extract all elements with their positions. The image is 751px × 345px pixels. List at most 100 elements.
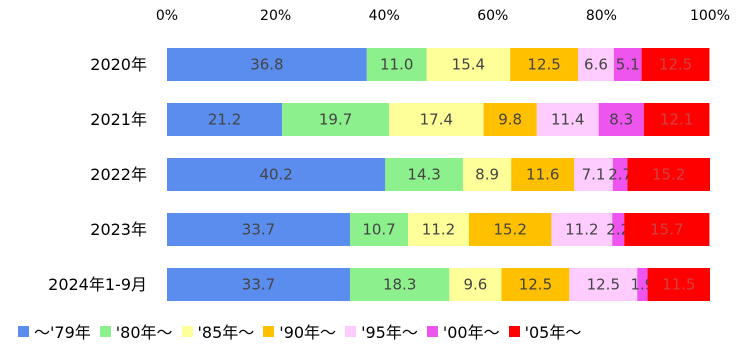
bar-segment xyxy=(349,268,450,301)
category-label: 2020年 xyxy=(90,55,147,74)
bar-segment xyxy=(349,213,409,246)
bar-segment xyxy=(612,158,628,191)
bars: 36.8 11.0 15.4 12.5 6.6 5.1 12.5 21.2 19.7 17.4 9.… xyxy=(167,48,710,301)
legend-label: '05年～ xyxy=(524,323,582,342)
legend-label: '90年～ xyxy=(279,323,337,342)
bar-segment xyxy=(282,103,390,136)
x-tick-label: 60% xyxy=(477,8,508,24)
x-tick-label: 100% xyxy=(690,8,730,24)
data-label: 11.2 xyxy=(565,221,598,239)
category-label: 2022年 xyxy=(90,165,147,184)
data-label: 11.4 xyxy=(551,111,584,129)
data-label: 12.5 xyxy=(527,56,560,74)
bar-segment xyxy=(366,48,427,81)
legend-swatch xyxy=(99,325,111,337)
bar-segment xyxy=(569,268,638,301)
data-label: 5.1 xyxy=(616,56,640,74)
data-label: 40.2 xyxy=(259,166,292,184)
bar-segment xyxy=(613,48,642,81)
legend-swatch xyxy=(508,325,520,337)
bar-segment xyxy=(536,103,599,136)
data-label: 33.7 xyxy=(242,276,275,294)
data-label: 2.7 xyxy=(608,166,632,184)
bar-segment xyxy=(385,158,463,191)
bar-row: 36.8 11.0 15.4 12.5 6.6 5.1 12.5 xyxy=(167,48,710,81)
bar-row: 40.2 14.3 8.9 11.6 7.1 2.7 15.2 xyxy=(167,158,710,191)
category-label: 2021年 xyxy=(90,110,147,129)
x-tick-label: 80% xyxy=(586,8,617,24)
data-label: 8.3 xyxy=(609,111,633,129)
data-label: 12.5 xyxy=(659,56,692,74)
legend-label: '95年～ xyxy=(361,323,418,342)
data-label: 6.6 xyxy=(584,56,608,74)
category-label: 2023年 xyxy=(90,220,147,239)
data-label: 14.3 xyxy=(407,166,440,184)
data-label: 10.7 xyxy=(362,221,395,239)
legend-item: '80年～ xyxy=(99,319,173,343)
x-tick-label: 0% xyxy=(156,8,178,24)
legend: ～'79年 '80年～ '85年～ '90年～ '95年～ '00年～ '05年～ xyxy=(18,320,581,342)
bar-segment xyxy=(167,158,386,191)
bar-segment xyxy=(637,268,648,301)
bar-segment xyxy=(624,213,710,246)
bar-segment xyxy=(408,213,469,246)
bar-segment xyxy=(627,158,710,191)
legend-item: '00年～ xyxy=(426,319,500,343)
data-label: 12.5 xyxy=(519,276,552,294)
data-label: 12.1 xyxy=(660,111,693,129)
category-labels: 2020年 2021年 2022年 2023年 2024年1-9月 xyxy=(48,55,147,294)
data-label: 18.3 xyxy=(383,276,416,294)
data-label: 21.2 xyxy=(208,111,241,129)
legend-swatch xyxy=(426,325,438,337)
legend-item: '95年～ xyxy=(345,319,418,343)
bar-segment xyxy=(389,103,484,136)
data-label: 8.9 xyxy=(475,166,499,184)
legend-item: '85年～ xyxy=(181,319,255,343)
data-label: 11.2 xyxy=(422,221,455,239)
stacked-bar-chart: 0% 20% 40% 60% 80% 100% 2020年2021年2022年2023年2… xyxy=(48,8,730,301)
bar-segment xyxy=(167,268,350,301)
bar-segment xyxy=(483,103,537,136)
bar-segment xyxy=(511,158,575,191)
legend-swatch xyxy=(18,325,29,337)
legend-swatch xyxy=(263,325,275,337)
legend-item: '90年～ xyxy=(263,319,336,343)
bar-segment xyxy=(510,48,579,81)
legend-swatch xyxy=(345,325,357,337)
bar-segment xyxy=(551,213,613,246)
category-label: 2024年1-9月 xyxy=(48,275,147,294)
data-label: 19.7 xyxy=(319,111,352,129)
data-label: 15.4 xyxy=(452,56,485,74)
data-label: 11.5 xyxy=(662,276,695,294)
bar-segment xyxy=(501,268,570,301)
legend-swatch xyxy=(181,325,193,337)
legend-label: '85年～ xyxy=(197,323,255,342)
bar-segment xyxy=(574,158,613,191)
bar-row: 33.7 18.3 9.6 12.5 12.5 1.9 11.5 xyxy=(167,268,710,301)
legend-label: '00年～ xyxy=(442,323,500,342)
bar-segment xyxy=(426,48,511,81)
bar-segment xyxy=(612,213,625,246)
x-tick-label: 20% xyxy=(260,8,291,24)
data-label: 33.7 xyxy=(242,221,275,239)
x-tick-label: 40% xyxy=(369,8,400,24)
x-axis-ticks: 0% 20% 40% 60% 80% 100% xyxy=(156,8,730,24)
bar-segment xyxy=(462,158,512,191)
data-label: 2.2 xyxy=(606,221,630,239)
data-label: 9.8 xyxy=(498,111,522,129)
bar-segment xyxy=(647,268,710,301)
legend-item: '05年～ xyxy=(508,319,582,343)
data-label: 12.5 xyxy=(587,276,620,294)
bar-segment xyxy=(578,48,614,81)
bar-segment xyxy=(643,103,710,136)
bar-segment xyxy=(598,103,644,136)
data-label: 36.8 xyxy=(250,56,283,74)
legend-label: ～'79年 xyxy=(34,323,91,342)
data-label: 17.4 xyxy=(420,111,453,129)
bar-segment xyxy=(641,48,710,81)
bar-segment xyxy=(167,213,350,246)
bar-segment xyxy=(167,103,283,136)
bar-row: 21.2 19.7 17.4 9.8 11.4 8.3 12.1 xyxy=(167,103,710,136)
legend-item: ～'79年 xyxy=(18,319,91,343)
data-label: 15.2 xyxy=(652,166,685,184)
